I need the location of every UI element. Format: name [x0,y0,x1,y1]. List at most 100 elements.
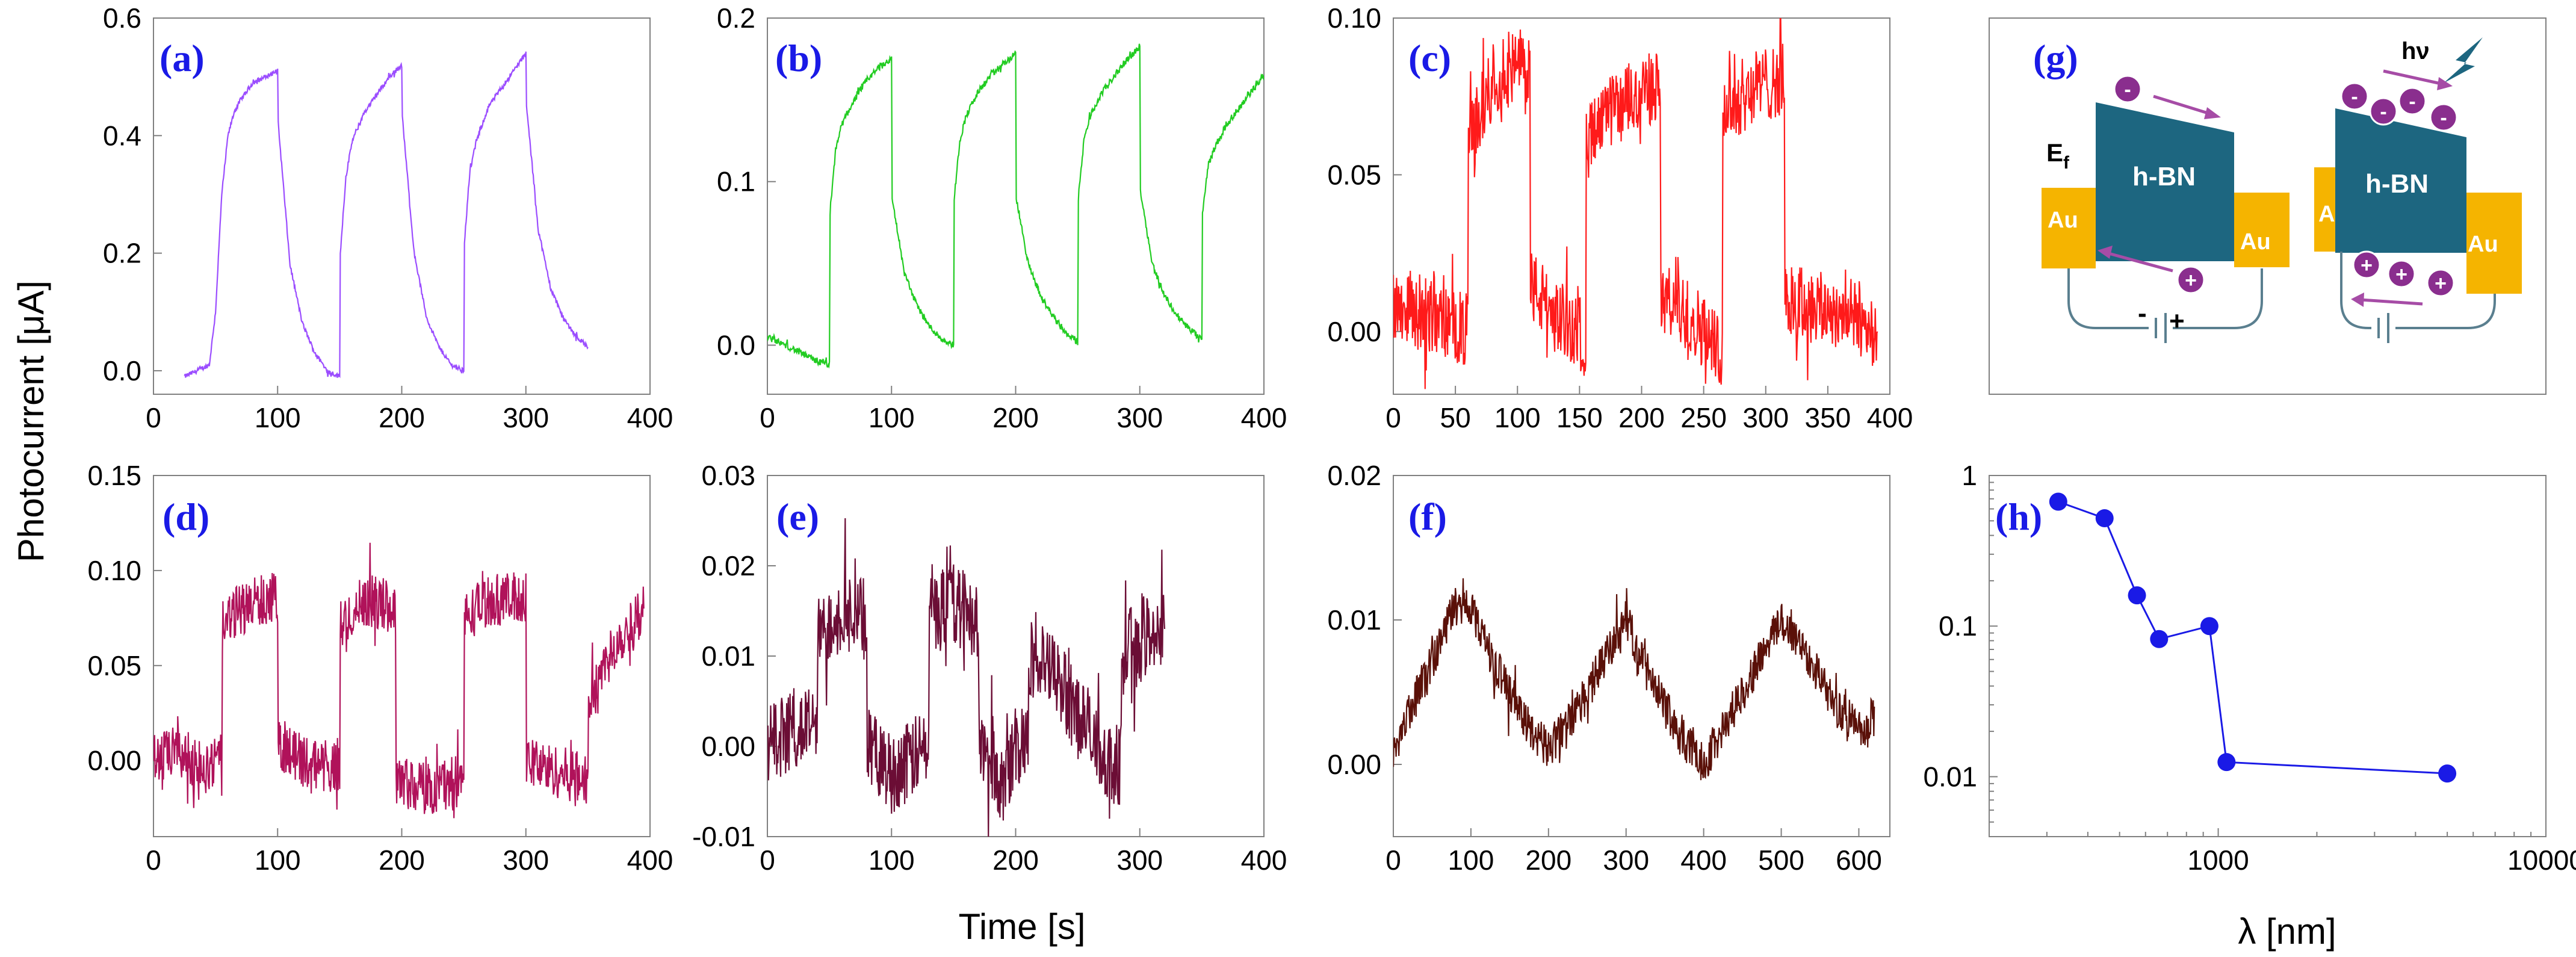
electron-sign: - [2351,85,2358,108]
hbn-label: h-BN [2365,169,2429,199]
x-tick-label: 300 [503,844,549,876]
panel-f: 0 100 200 300 400 500 600 0.00 0.01 0.02 (f) [1327,460,1890,876]
au-label: Au [2240,229,2271,255]
x-tick-label: 250 [1680,402,1727,433]
battery-icon [2149,316,2173,340]
y-tick-label: 0.02 [701,550,755,581]
arrow-right-icon [2383,69,2444,86]
x-tick-label: 400 [1680,844,1727,876]
y-tick-label: 0.01 [1327,604,1381,636]
series-line-b [767,43,1264,369]
series-line-h [2058,501,2448,775]
x-tick-label: 1000 [2187,844,2249,876]
arrow-head [2351,293,2364,307]
x-tick-label: 200 [379,844,425,876]
panel-e-label: (e) [776,495,819,538]
au-electrode-left [2042,188,2096,268]
y-tick-label: 0.01 [1923,761,1977,792]
x-tick-label: 200 [1525,844,1571,876]
hbn-layer [2096,102,2234,261]
data-point [2438,764,2457,783]
panel-e-frame [767,475,1265,837]
y-tick-label: 0.05 [1327,159,1381,190]
y-tick-label: 0.2 [103,238,141,269]
panel-d-label: (d) [163,495,209,538]
hbn-label: h-BN [2132,162,2196,191]
x-tick-label: 0 [760,402,775,433]
panel-a-label: (a) [159,37,205,79]
device-right: Au h-BN Au hν - - - - + + + [2314,37,2522,343]
data-point [2049,492,2067,511]
x-tick-label: 100 [1494,402,1541,433]
photon-label: hν [2401,38,2430,64]
x-tick-label: 100 [868,844,915,876]
au-electrode-right [2234,193,2290,267]
au-label: Au [2468,232,2498,257]
lightning-icon [2444,37,2483,83]
y-tick-label: 0.00 [1327,316,1381,347]
data-point [2095,509,2114,528]
x-tick-label: 150 [1556,402,1603,433]
data-point [2217,753,2236,772]
x-tick-label: 500 [1758,844,1804,876]
x-tick-label: 350 [1805,402,1851,433]
x-tick-label: 50 [1440,402,1471,433]
electron-sign: - [2409,90,2415,113]
x-tick-label: 0 [146,844,161,876]
electron-sign: - [2124,78,2131,101]
y-tick-label: 0.00 [87,745,141,776]
data-point [2150,630,2169,648]
au-label: Au [2048,208,2078,233]
y-tick-label: 0.15 [87,460,141,491]
hole-sign: + [2361,254,2373,277]
x-tick-label: 200 [1618,402,1665,433]
au-electrode-right [2466,193,2522,294]
y-tick-label: 0.10 [1327,2,1381,34]
data-point [2200,617,2218,636]
hole-sign: + [2185,269,2197,292]
y-tick-label: 0.0 [103,355,141,386]
arrow-head [2098,246,2113,259]
y-tick-label: 0.10 [87,555,141,586]
y-tick-label: 0.1 [717,166,755,197]
hole-icon [2387,259,2416,288]
x-tick-label: 400 [627,402,673,433]
x-tick-label: 0 [146,402,161,433]
hole-sign: + [2395,263,2407,286]
y-tick-label: 0.00 [1327,749,1381,780]
hole-icon [2426,268,2455,297]
x-tick-label: 0 [760,844,775,876]
arrow-head [2437,77,2453,90]
fermi-level-label: Ef [2046,138,2070,173]
y-tick-label: 1 [1961,460,1977,491]
arrow-left-icon [2360,298,2423,306]
series-line-d [153,542,645,819]
y-tick-label: 0.02 [1327,460,1381,491]
y-tick-label: 0.0 [717,329,755,361]
electron-icon [2113,75,2142,104]
y-tick-label: 0.01 [701,640,755,672]
panel-c-label: (c) [1408,37,1451,79]
hole-sign: + [2435,272,2447,295]
y-tick-label: 0.05 [87,650,141,681]
y-tick-label: -0.01 [692,821,755,852]
panel-b: 0 100 200 300 400 0.0 0.1 0.2 (b) [717,2,1287,433]
x-tick-label: 300 [1603,844,1649,876]
electron-sign: - [2380,101,2386,123]
y-axis-title: Photocurrent [μA] [11,280,51,562]
series-line-a [184,51,589,379]
x-tick-label: 100 [1448,844,1494,876]
x-tick-label: 200 [992,844,1039,876]
x-tick-label: 300 [1116,844,1163,876]
panel-e: 0 100 200 300 400 -0.01 0.00 0.01 0.02 0.03 (e) [692,460,1287,876]
x-axis-title-time: Time [s] [958,906,1085,947]
panel-a: 0 100 200 300 400 0.0 0.2 0.4 0.6 (a) [103,2,673,433]
y-tick-label: 0.2 [717,2,755,34]
panel-h-frame [1989,475,2547,837]
x-tick-label: 300 [1742,402,1789,433]
x-tick-label: 0 [1386,402,1401,433]
y-tick-label: 0.1 [1939,610,1977,642]
x-tick-label: 400 [1241,402,1287,433]
